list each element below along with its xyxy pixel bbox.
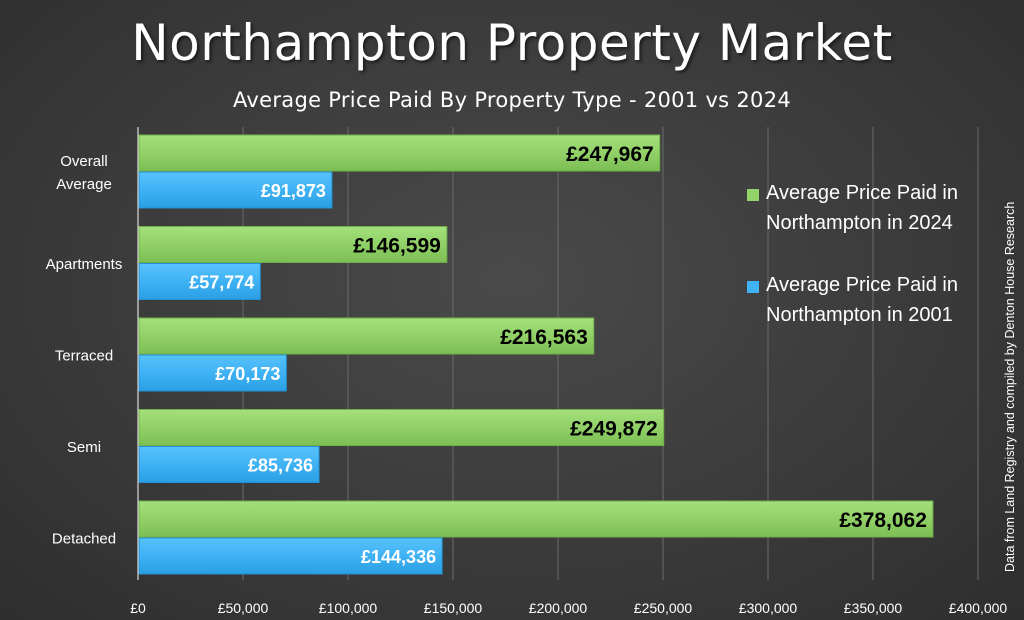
- x-tick-label: £300,000: [739, 600, 798, 616]
- bars: [138, 134, 934, 575]
- x-tick-label: £250,000: [634, 600, 693, 616]
- x-tick-label: £150,000: [424, 600, 483, 616]
- legend-swatch-2001: [747, 281, 759, 293]
- data-label-2024-4: £378,062: [839, 509, 927, 532]
- category-label: Semi: [67, 439, 101, 456]
- legend-label-2024-line2: Northampton in 2024: [766, 212, 953, 234]
- legend-label-2001-line1: Average Price Paid in: [766, 274, 958, 296]
- category-label: Overall: [60, 153, 108, 170]
- bar-2001-4: [138, 537, 443, 575]
- data-label-2001-3: £85,736: [248, 456, 313, 476]
- category-label: Average: [56, 176, 112, 193]
- data-label-2001-4: £144,336: [361, 547, 436, 567]
- data-label-2024-3: £249,872: [570, 418, 658, 441]
- bar-2024-4: [138, 500, 934, 538]
- category-label: Terraced: [55, 348, 113, 365]
- category-label: Detached: [52, 531, 116, 548]
- data-label-2024-2: £216,563: [500, 326, 588, 349]
- x-tick-label: £350,000: [844, 600, 903, 616]
- x-tick-label: £0: [130, 600, 146, 616]
- bar-2024-0: [138, 134, 661, 172]
- source-note: Data from Land Registry and compiled by …: [1003, 201, 1017, 572]
- legend-label-2024-line1: Average Price Paid in: [766, 182, 958, 204]
- x-tick-label: £100,000: [319, 600, 378, 616]
- bar-2024-2: [138, 317, 595, 355]
- x-tick-label: £200,000: [529, 600, 588, 616]
- legend-swatch-2024: [747, 189, 759, 201]
- chart-title: Northampton Property Market: [131, 14, 893, 72]
- bar-2001-1: [138, 263, 261, 300]
- x-tick-label: £50,000: [218, 600, 269, 616]
- x-tick-label: £400,000: [949, 600, 1008, 616]
- legend-item-2001: Average Price Paid in Northampton in 200…: [747, 270, 992, 330]
- bar-2001-3: [138, 446, 320, 483]
- data-label-2024-0: £247,967: [566, 143, 654, 166]
- data-label-2024-1: £146,599: [353, 235, 441, 258]
- data-label-2001-2: £70,173: [215, 364, 280, 384]
- data-labels: £247,967 £91,873 £146,599 £57,774 £216,563 £7…: [189, 143, 927, 567]
- data-label-2001-0: £91,873: [261, 181, 326, 201]
- data-label-2001-1: £57,774: [189, 273, 254, 293]
- legend-label-2001-line2: Northampton in 2001: [766, 304, 953, 326]
- bar-2024-1: [138, 226, 448, 263]
- axes: £0 £50,000 £100,000 £150,000 £200,000 £250,00…: [46, 127, 1008, 616]
- bar-2001-0: [138, 171, 333, 209]
- bar-2024-3: [138, 409, 665, 446]
- legend-item-2024: Average Price Paid in Northampton in 202…: [747, 178, 992, 238]
- bar-2001-2: [138, 354, 287, 392]
- category-label: Apartments: [46, 256, 123, 273]
- chart-subtitle: Average Price Paid By Property Type - 20…: [232, 88, 792, 112]
